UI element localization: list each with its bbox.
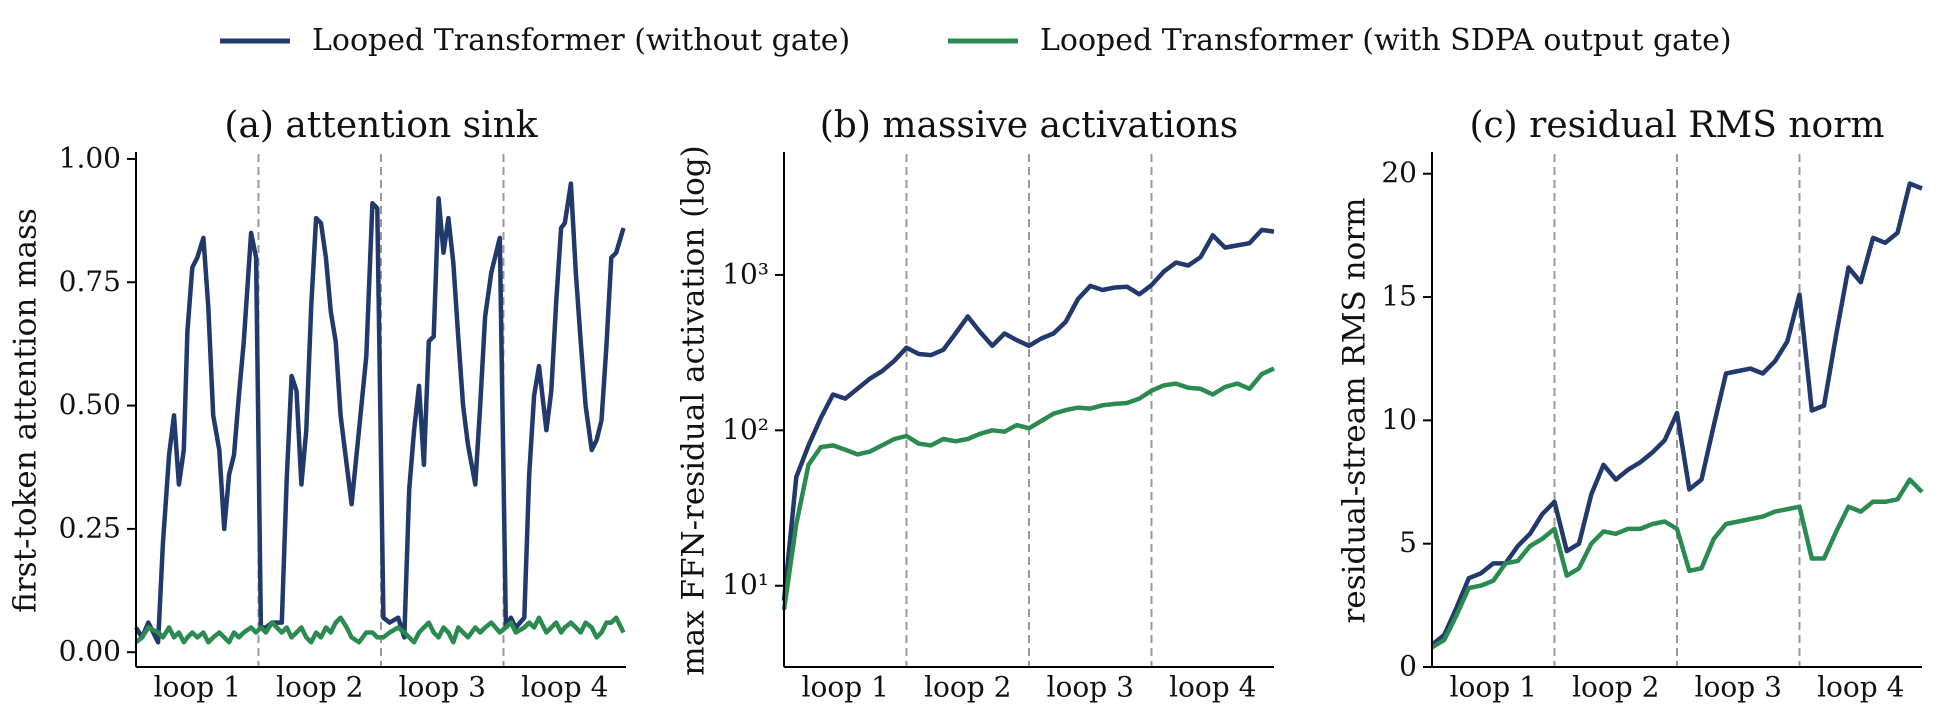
y-tick-label: 10 [1381,403,1417,436]
x-tick-label: loop 3 [1047,671,1134,704]
y-tick-label: 0.00 [59,635,121,668]
chart-title: (b) massive activations [820,105,1238,146]
x-tick-label: loop 2 [276,671,363,704]
series-line [1430,477,1924,650]
y-axis-label: residual-stream RMS norm [1337,198,1373,624]
x-tick-label: loop 3 [1695,671,1782,704]
y-tick-label: 15 [1381,280,1417,313]
x-tick-label: loop 4 [521,671,608,704]
y-axis-label: max FFN-residual activation (log) [676,145,712,676]
y-tick-label: 0.25 [59,511,121,544]
y-tick-label: 10² [722,413,769,446]
legend-label: Looped Transformer (with SDPA output gat… [1040,23,1732,58]
y-axis-label: first-token attention mass [8,208,44,613]
y-tick-label: 10³ [722,257,769,290]
series-line [781,227,1275,602]
series-line [1430,181,1923,647]
y-tick-label: 0.50 [59,388,121,421]
y-tick-label: 20 [1381,156,1417,189]
chart-title: (a) attention sink [224,105,538,146]
y-tick-label: 10¹ [722,568,769,601]
x-tick-label: loop 4 [1169,671,1256,704]
x-tick-label: loop 3 [399,671,486,704]
x-tick-label: loop 1 [1450,671,1537,704]
series-line [134,615,626,645]
series-line [134,181,626,645]
y-tick-label: 5 [1399,526,1417,559]
x-tick-label: loop 4 [1817,671,1904,704]
series-line [781,366,1275,611]
y-tick-label: 1.00 [59,141,121,174]
y-tick-label: 0 [1399,650,1417,683]
x-tick-label: loop 2 [1572,671,1659,704]
x-tick-label: loop 1 [802,671,889,704]
x-tick-label: loop 2 [924,671,1011,704]
chart-title: (c) residual RMS norm [1469,105,1884,146]
y-tick-label: 0.75 [59,265,121,298]
x-tick-label: loop 1 [154,671,241,704]
legend-label: Looped Transformer (without gate) [312,23,850,58]
